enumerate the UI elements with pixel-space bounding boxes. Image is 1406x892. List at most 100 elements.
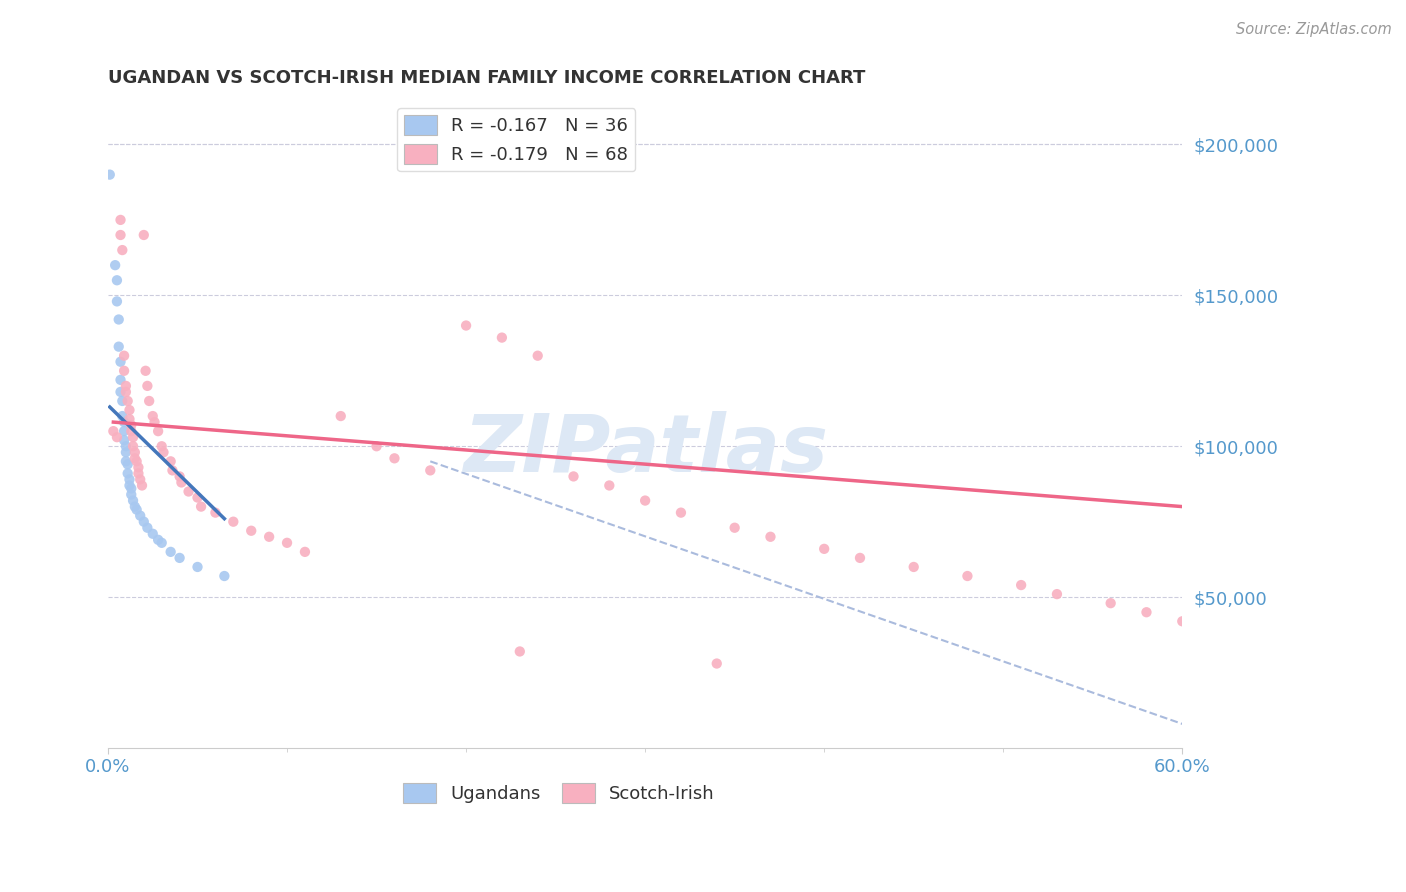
Point — [125, 502, 148, 516]
Point — [329, 409, 352, 423]
Point — [190, 500, 212, 514]
Point — [186, 491, 208, 505]
Point — [111, 394, 134, 409]
Point — [366, 439, 388, 453]
Point — [177, 484, 200, 499]
Point — [276, 536, 298, 550]
Point — [135, 364, 157, 378]
Point — [115, 379, 138, 393]
Point — [120, 487, 142, 501]
Point — [105, 273, 128, 287]
Point — [136, 521, 159, 535]
Point — [634, 493, 657, 508]
Point — [204, 506, 226, 520]
Point — [115, 384, 138, 399]
Point — [111, 409, 134, 423]
Point — [120, 418, 142, 433]
Point — [142, 526, 165, 541]
Point — [110, 384, 132, 399]
Point — [186, 560, 208, 574]
Point — [115, 454, 138, 468]
Point — [124, 451, 146, 466]
Point — [112, 415, 135, 429]
Point — [562, 469, 585, 483]
Point — [294, 545, 316, 559]
Point — [104, 258, 127, 272]
Point — [214, 569, 236, 583]
Point — [117, 467, 139, 481]
Point — [127, 467, 149, 481]
Point — [159, 454, 181, 468]
Point — [118, 412, 141, 426]
Point — [813, 541, 835, 556]
Point — [143, 415, 166, 429]
Point — [162, 463, 184, 477]
Point — [1046, 587, 1069, 601]
Point — [131, 478, 153, 492]
Point — [132, 515, 155, 529]
Point — [257, 530, 280, 544]
Point — [98, 168, 121, 182]
Point — [669, 506, 692, 520]
Point — [903, 560, 925, 574]
Point — [146, 533, 169, 547]
Point — [598, 478, 620, 492]
Point — [706, 657, 728, 671]
Point — [240, 524, 263, 538]
Point — [142, 409, 165, 423]
Point — [112, 424, 135, 438]
Point — [110, 227, 132, 242]
Point — [384, 451, 406, 466]
Point — [117, 458, 139, 472]
Point — [169, 550, 191, 565]
Point — [146, 424, 169, 438]
Point — [136, 379, 159, 393]
Point — [1171, 615, 1194, 629]
Point — [759, 530, 782, 544]
Point — [849, 550, 872, 565]
Point — [129, 472, 152, 486]
Point — [120, 424, 142, 438]
Point — [112, 434, 135, 448]
Point — [115, 445, 138, 459]
Point — [1099, 596, 1122, 610]
Point — [107, 312, 129, 326]
Point — [419, 463, 441, 477]
Point — [118, 403, 141, 417]
Point — [491, 330, 513, 344]
Point — [120, 482, 142, 496]
Point — [118, 478, 141, 492]
Point — [122, 430, 145, 444]
Point — [117, 394, 139, 409]
Text: Source: ZipAtlas.com: Source: ZipAtlas.com — [1236, 22, 1392, 37]
Point — [150, 439, 173, 453]
Point — [112, 364, 135, 378]
Point — [124, 445, 146, 459]
Point — [169, 469, 191, 483]
Point — [956, 569, 979, 583]
Point — [124, 500, 146, 514]
Point — [111, 243, 134, 257]
Point — [170, 475, 193, 490]
Text: ZIPatlas: ZIPatlas — [463, 410, 828, 489]
Text: UGANDAN VS SCOTCH-IRISH MEDIAN FAMILY INCOME CORRELATION CHART: UGANDAN VS SCOTCH-IRISH MEDIAN FAMILY IN… — [108, 69, 865, 87]
Point — [222, 515, 245, 529]
Point — [110, 355, 132, 369]
Point — [724, 521, 747, 535]
Point — [110, 213, 132, 227]
Point — [105, 430, 128, 444]
Point — [152, 445, 174, 459]
Point — [1010, 578, 1032, 592]
Point — [122, 493, 145, 508]
Point — [138, 394, 160, 409]
Point — [454, 318, 477, 333]
Point — [150, 536, 173, 550]
Point — [107, 340, 129, 354]
Point — [159, 545, 181, 559]
Point — [526, 349, 548, 363]
Point — [127, 460, 149, 475]
Point — [129, 508, 152, 523]
Point — [509, 644, 531, 658]
Point — [125, 454, 148, 468]
Point — [132, 227, 155, 242]
